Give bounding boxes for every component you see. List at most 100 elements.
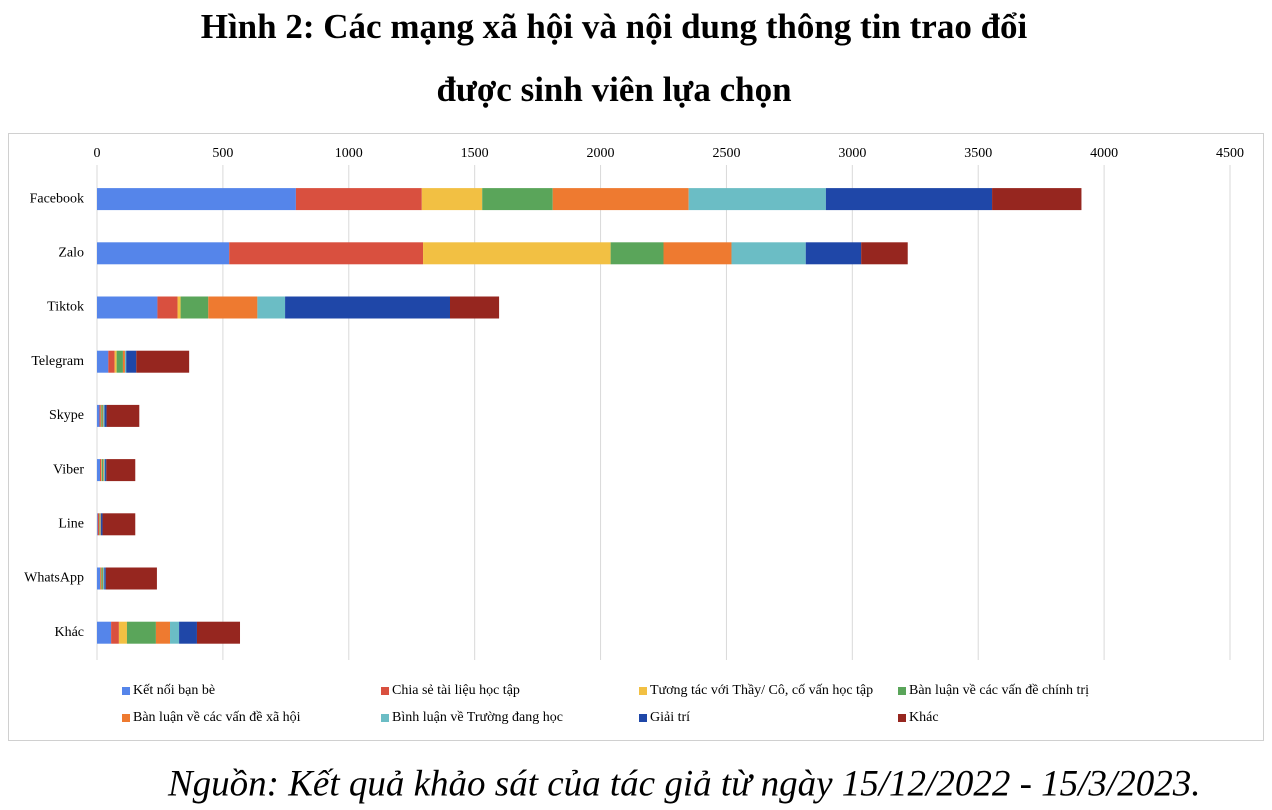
chart-subtitle: được sinh viên lựa chọn bbox=[436, 70, 791, 109]
x-tick-label: 1000 bbox=[335, 146, 363, 161]
bar-segment bbox=[99, 404, 101, 427]
bar-segment bbox=[97, 513, 98, 536]
legend-label: Tương tác với Thầy/ Cô, cố vấn học tập bbox=[650, 683, 873, 698]
bar-segment bbox=[97, 242, 230, 265]
bar-segment bbox=[103, 404, 105, 427]
bar-segment bbox=[118, 621, 127, 644]
y-tick-label: Telegram bbox=[31, 354, 84, 369]
x-tick-label: 3000 bbox=[838, 146, 866, 161]
legend-marker bbox=[898, 687, 906, 695]
bar-segment bbox=[100, 513, 101, 536]
y-tick-label: WhatsApp bbox=[24, 571, 84, 586]
bar-segment bbox=[482, 188, 553, 211]
legend-marker bbox=[381, 714, 389, 722]
bar-segment bbox=[97, 513, 100, 536]
legend-label: Kết nối bạn bè bbox=[133, 683, 215, 698]
bar-segment bbox=[105, 567, 157, 590]
y-tick-label: Tiktok bbox=[47, 300, 84, 315]
bar-segment bbox=[101, 459, 104, 482]
bar-segment bbox=[101, 513, 103, 536]
legend-marker bbox=[381, 687, 389, 695]
bar-segment bbox=[180, 296, 209, 319]
bar-segment bbox=[100, 513, 102, 536]
bar-segment bbox=[421, 188, 483, 211]
bar-segment bbox=[157, 296, 178, 319]
y-tick-label: Khác bbox=[54, 625, 84, 640]
bar-segment bbox=[102, 567, 104, 590]
bar-segment bbox=[97, 404, 100, 427]
legend-label: Khác bbox=[909, 710, 939, 725]
bar-segment bbox=[124, 350, 127, 373]
bar-segment bbox=[663, 242, 732, 265]
bar-segment bbox=[116, 350, 123, 373]
chart-frame bbox=[8, 133, 1264, 741]
legend-marker bbox=[122, 687, 130, 695]
bar-segment bbox=[97, 567, 101, 590]
bar-segment bbox=[179, 621, 197, 644]
bar-segment bbox=[449, 296, 500, 319]
bar-segment bbox=[126, 350, 137, 373]
x-tick-label: 4000 bbox=[1090, 146, 1118, 161]
bar-segment bbox=[285, 296, 450, 319]
legend-marker bbox=[639, 714, 647, 722]
y-tick-label: Skype bbox=[49, 408, 84, 423]
x-tick-label: 2000 bbox=[587, 146, 615, 161]
bar-segment bbox=[126, 621, 156, 644]
bar-segment bbox=[100, 459, 102, 482]
legend-label: Bình luận về Trường đang học bbox=[392, 710, 563, 725]
bar-segment bbox=[97, 459, 101, 482]
bar-segment bbox=[170, 621, 180, 644]
legend-marker bbox=[122, 714, 130, 722]
bar-segment bbox=[731, 242, 806, 265]
bar-segment bbox=[104, 567, 106, 590]
x-tick-label: 1500 bbox=[461, 146, 489, 161]
bar-segment bbox=[102, 404, 104, 427]
bar-segment bbox=[108, 350, 115, 373]
bar-segment bbox=[97, 296, 158, 319]
bar-segment bbox=[103, 459, 104, 482]
bar-segment bbox=[177, 296, 181, 319]
bar-segment bbox=[111, 621, 119, 644]
y-tick-label: Facebook bbox=[30, 191, 84, 206]
x-tick-label: 3500 bbox=[964, 146, 992, 161]
y-tick-label: Viber bbox=[53, 462, 84, 477]
legend-label: Chia sẻ tài liệu học tập bbox=[392, 683, 520, 698]
bar-segment bbox=[101, 459, 102, 482]
bar-segment bbox=[100, 567, 101, 590]
legend-marker bbox=[898, 714, 906, 722]
bar-segment bbox=[106, 459, 136, 482]
source-note: Nguồn: Kết quả khảo sát của tác giả từ n… bbox=[167, 763, 1200, 804]
y-tick-label: Line bbox=[58, 517, 84, 532]
bar-segment bbox=[103, 459, 106, 482]
bar-segment bbox=[861, 242, 908, 265]
bar-segment bbox=[100, 567, 102, 590]
bar-segment bbox=[102, 513, 136, 536]
legend-label: Giải trí bbox=[650, 710, 690, 725]
bar-segment bbox=[101, 404, 103, 427]
chart-title: Hình 2: Các mạng xã hội và nội dung thôn… bbox=[201, 7, 1028, 46]
bar-segment bbox=[100, 404, 102, 427]
bar-segment bbox=[101, 567, 103, 590]
bar-segment bbox=[155, 621, 171, 644]
bar-segment bbox=[688, 188, 826, 211]
bar-segment bbox=[104, 404, 107, 427]
bar-segment bbox=[423, 242, 611, 265]
bar-segment bbox=[257, 296, 286, 319]
bar-segment bbox=[99, 513, 101, 536]
bar-segment bbox=[114, 350, 117, 373]
legend-label: Bàn luận về các vấn đề xã hội bbox=[133, 710, 301, 725]
bar-segment bbox=[97, 621, 112, 644]
bar-segment bbox=[105, 459, 107, 482]
x-tick-label: 4500 bbox=[1216, 146, 1244, 161]
x-tick-label: 2500 bbox=[712, 146, 740, 161]
bar-segment bbox=[122, 350, 125, 373]
bar-segment bbox=[196, 621, 241, 644]
bar-segment bbox=[136, 350, 190, 373]
legend-label: Bàn luận về các vấn đề chính trị bbox=[909, 683, 1089, 698]
legend-marker bbox=[639, 687, 647, 695]
bar-segment bbox=[103, 567, 105, 590]
x-tick-label: 500 bbox=[212, 146, 233, 161]
bar-segment bbox=[97, 188, 296, 211]
x-tick-label: 0 bbox=[94, 146, 101, 161]
